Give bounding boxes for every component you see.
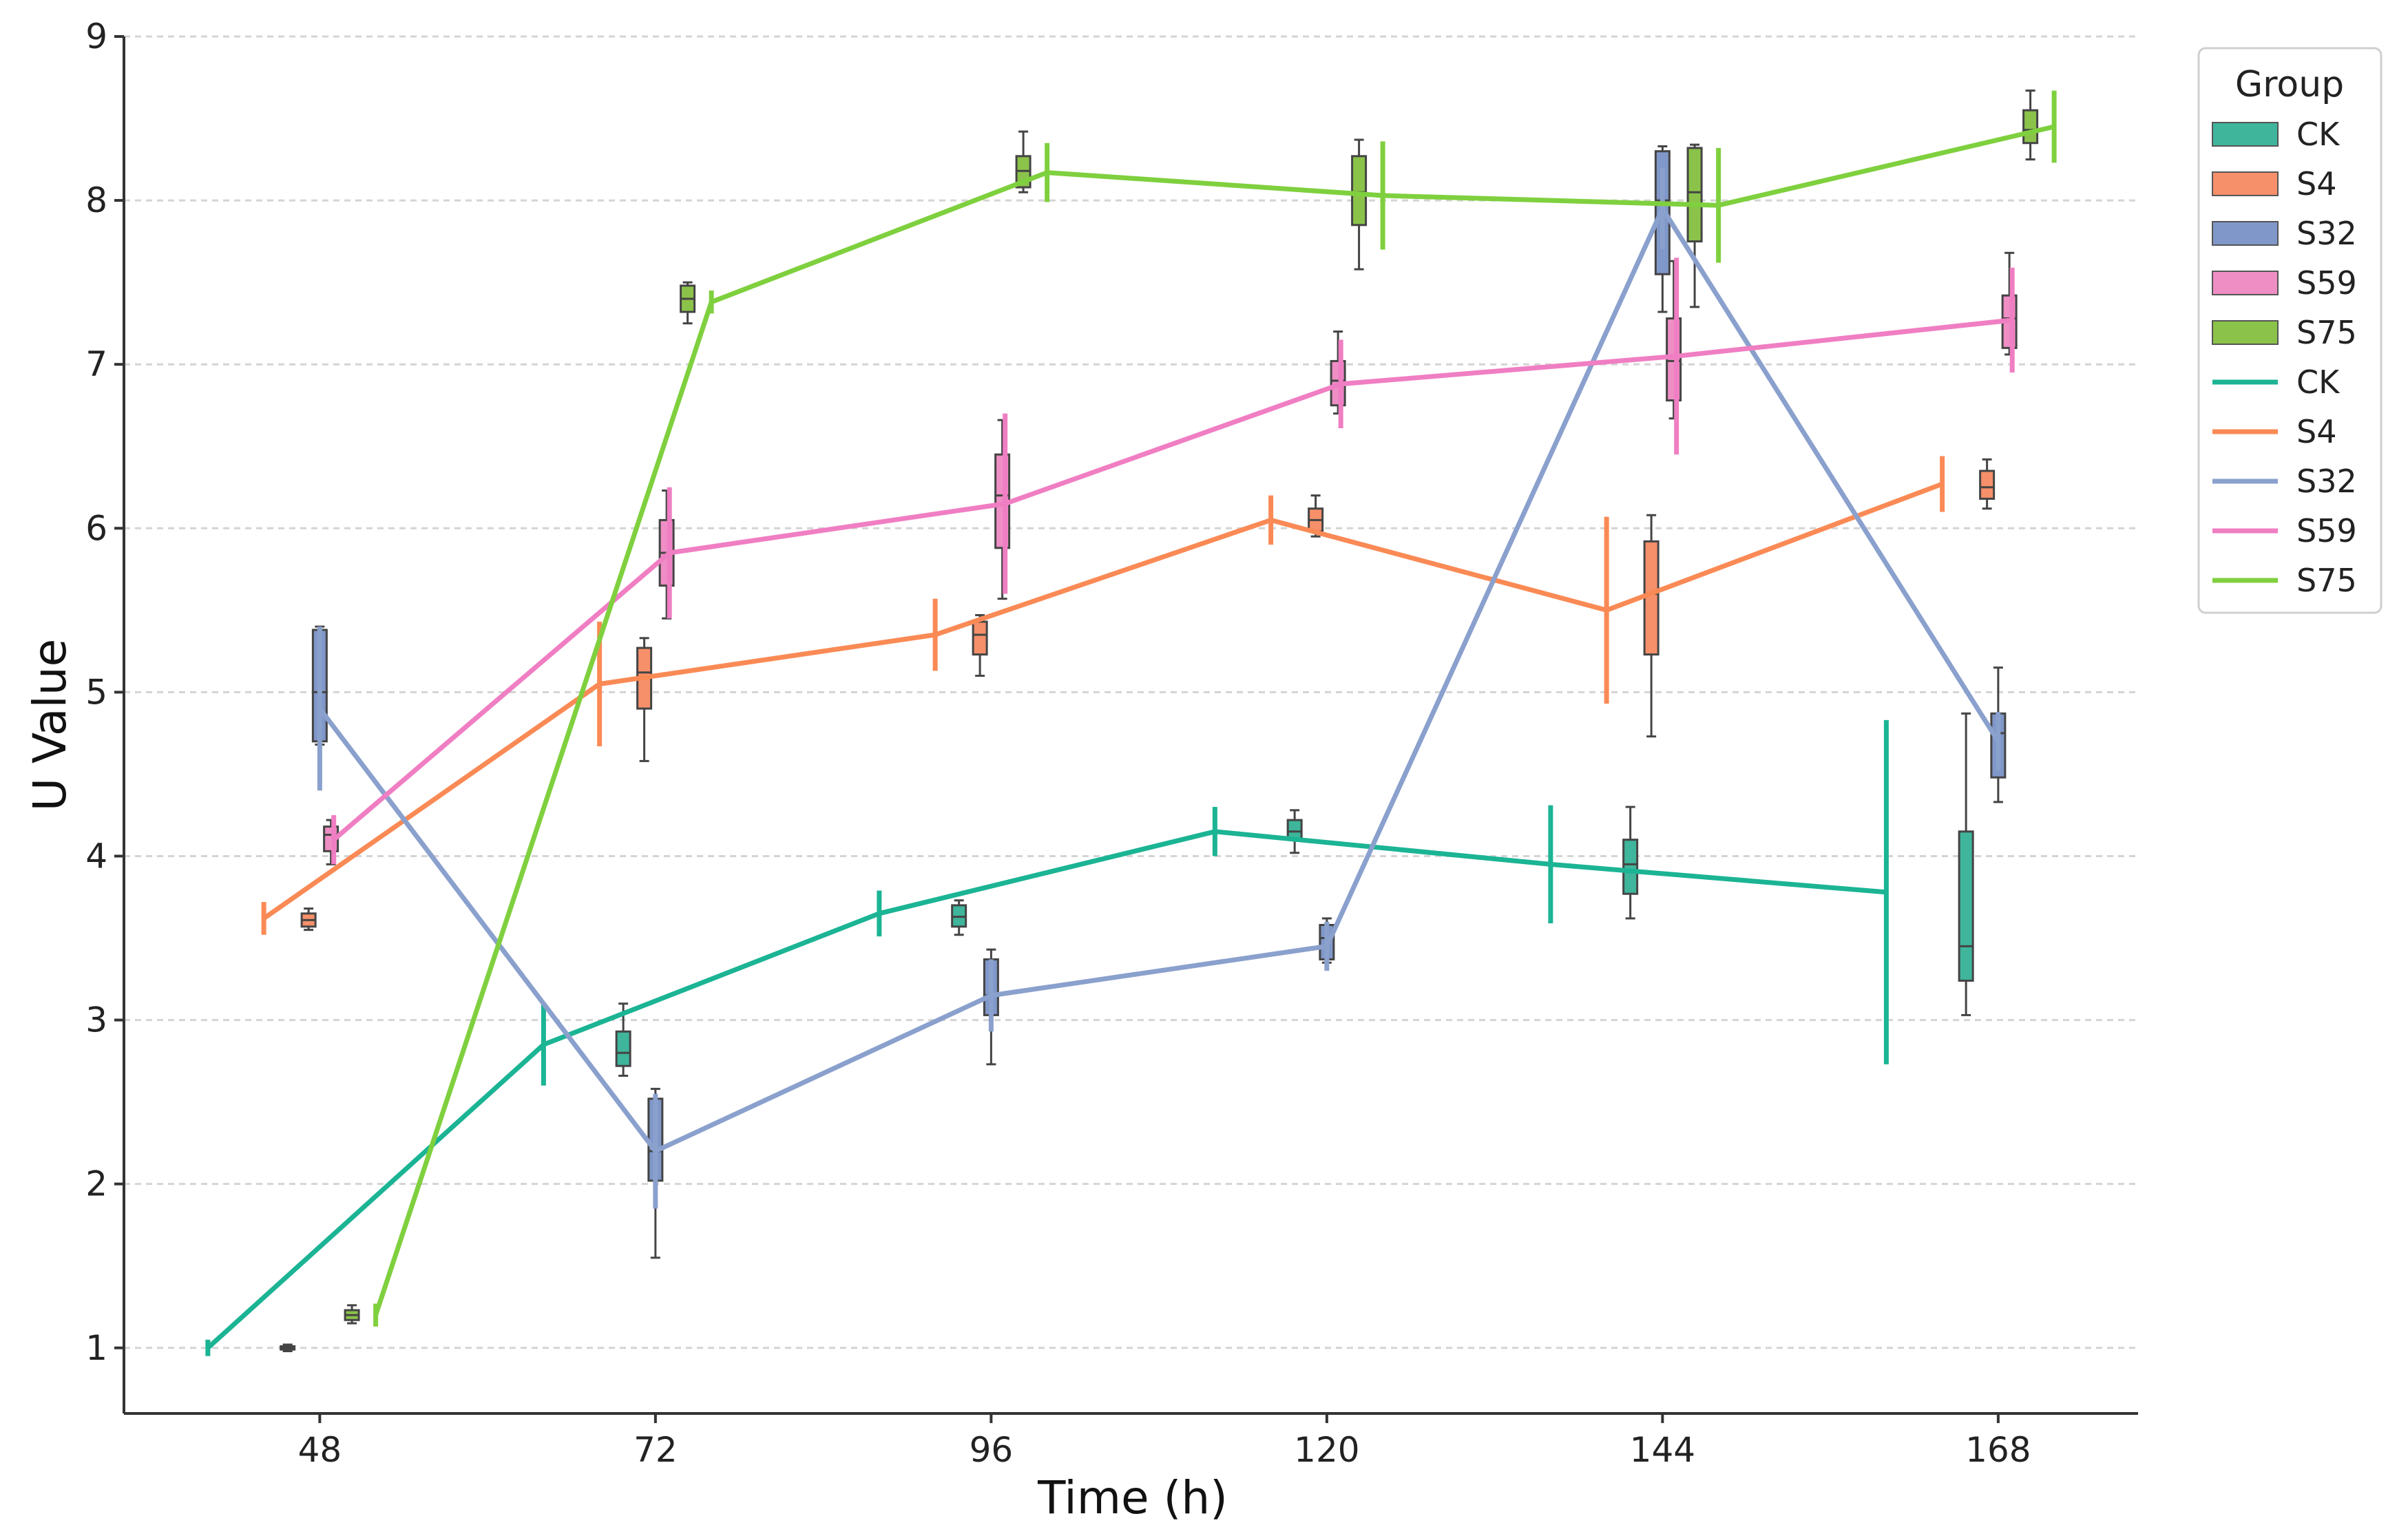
legend-box-label-s59: S59 (2296, 264, 2357, 302)
series-line-s59 (331, 317, 2015, 843)
legend-line-label-s75: S75 (2296, 562, 2357, 599)
x-axis-label: Time (h) (1037, 1471, 1228, 1524)
legend-box-label-ck: CK (2296, 116, 2341, 153)
boxplot-s75-146 (1686, 143, 1703, 308)
box-iqr (2022, 109, 2039, 145)
legend: Group CK S4 S32 S59 S75 CK S4 S32 S59 S75 (2197, 47, 2383, 614)
legend-box-swatch-s59 (2212, 271, 2279, 295)
y-tick-label-1: 1 (85, 1328, 107, 1368)
boxplot-s75-74 (680, 281, 696, 325)
box-iqr (615, 1030, 631, 1067)
legend-line-label-ck: CK (2296, 364, 2341, 401)
legend-box-label-s32: S32 (2296, 215, 2357, 252)
axes (123, 36, 2138, 1415)
boxplot-ck-142 (1622, 806, 1639, 920)
y-ticks: 1 2 3 4 5 6 7 8 9 (85, 17, 124, 1368)
series-line-s75 (373, 124, 2057, 1318)
series-line-s4 (261, 481, 1945, 921)
box-iqr (972, 620, 988, 656)
x-tick-label-144: 144 (1630, 1430, 1695, 1470)
box-iqr (1622, 839, 1639, 895)
x-tick-label-120: 120 (1294, 1430, 1359, 1470)
y-tick-label-8: 8 (85, 180, 107, 220)
legend-line-label-s32: S32 (2296, 463, 2357, 500)
gridlines (124, 35, 2138, 1349)
boxplot-s4-119 (1308, 494, 1324, 538)
x-tick-label-168: 168 (1965, 1430, 2031, 1470)
x-tick-label-48: 48 (298, 1430, 342, 1470)
x-tick-label-96: 96 (970, 1430, 1014, 1470)
legend-box-label-s4: S4 (2296, 165, 2336, 202)
box-iqr (1686, 147, 1703, 243)
legend-title: Group (2235, 64, 2344, 105)
y-tick-label-3: 3 (85, 1000, 107, 1040)
boxplot-ck-118 (1286, 809, 1303, 854)
y-tick-label-9: 9 (85, 17, 107, 56)
box-iqr (1958, 830, 1974, 982)
box-iqr (1351, 155, 1368, 227)
legend-box-swatch-s32 (2212, 221, 2279, 246)
legend-box-label-s75: S75 (2296, 314, 2357, 351)
y-tick-label-4: 4 (85, 836, 107, 876)
legend-line-label-s59: S59 (2296, 512, 2357, 549)
boxplot-ck-166 (1958, 712, 1974, 1016)
y-tick-label-6: 6 (85, 508, 107, 548)
series-line-ck (205, 829, 1889, 1351)
x-tick-label-72: 72 (634, 1430, 678, 1470)
boxplot-s4-47 (300, 907, 317, 932)
legend-line-label-s4: S4 (2296, 413, 2336, 450)
boxplot-ck-46 (280, 1343, 296, 1353)
y-tick-label-5: 5 (85, 672, 107, 712)
boxplot-s4-143 (1643, 514, 1660, 738)
box-iqr (1643, 540, 1660, 656)
legend-box-swatch-s4 (2212, 171, 2279, 196)
x-ticks: 48 72 96 120 144 168 (298, 1413, 2031, 1470)
boxplot-s4-95 (972, 613, 988, 677)
boxplot-s4-167 (1979, 458, 1996, 510)
y-axis-label: U Value (23, 639, 76, 812)
boxplot-s75-170 (2022, 90, 2039, 161)
boxplot-ck-94 (951, 899, 967, 936)
legend-box-swatch-ck (2212, 122, 2279, 147)
boxplot-s4-71 (636, 637, 653, 762)
legend-box-swatch-s75 (2212, 320, 2279, 345)
boxplot-s75-50 (344, 1304, 360, 1325)
y-tick-label-7: 7 (85, 344, 107, 384)
boxplot-s75-122 (1351, 138, 1368, 271)
box-iqr (1979, 470, 1996, 500)
y-tick-label-2: 2 (85, 1164, 107, 1204)
series-lines (205, 90, 2057, 1356)
series-line-s32 (317, 206, 2001, 1154)
